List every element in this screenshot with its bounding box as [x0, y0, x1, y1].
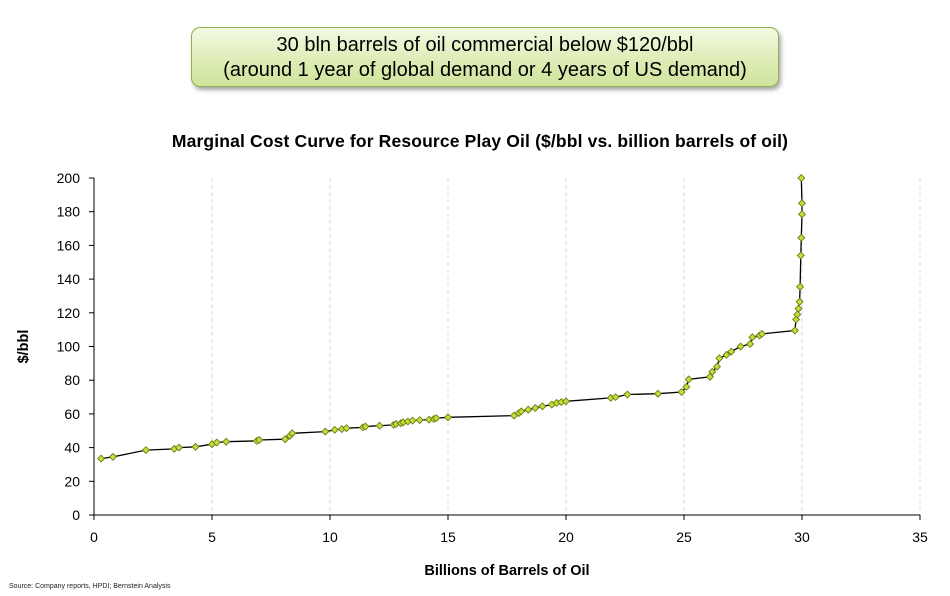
x-tick-label: 0 — [90, 529, 98, 545]
data-point — [623, 390, 632, 399]
data-point — [361, 422, 370, 431]
data-point — [561, 397, 571, 406]
data-point — [797, 199, 807, 208]
data-point — [795, 297, 804, 306]
data-point — [212, 438, 221, 447]
x-tick-label: 25 — [676, 529, 692, 545]
x-tick-label: 5 — [208, 529, 216, 545]
data-point — [757, 329, 766, 338]
data-point — [141, 446, 150, 455]
data-point — [722, 350, 731, 359]
x-axis-label: Billions of Barrels of Oil — [424, 563, 589, 579]
data-point — [531, 403, 540, 413]
x-tick-label: 35 — [912, 529, 928, 545]
data-point — [375, 421, 384, 430]
y-axis-label: $/bbl — [16, 330, 32, 364]
data-point — [281, 435, 290, 444]
x-tick-label: 30 — [794, 529, 810, 545]
data-point — [797, 233, 806, 242]
chart-title: Marginal Cost Curve for Resource Play Oi… — [171, 131, 789, 151]
data-point — [677, 387, 686, 397]
data-point — [191, 442, 200, 451]
y-tick-label: 100 — [57, 339, 81, 355]
y-tick-label: 160 — [57, 237, 81, 253]
data-point — [222, 437, 231, 446]
data-point — [727, 347, 736, 356]
x-tick-label: 10 — [322, 529, 338, 545]
data-point — [524, 405, 533, 414]
data-point — [432, 414, 441, 423]
data-point — [792, 315, 801, 324]
data-point — [653, 389, 663, 398]
y-tick-label: 20 — [64, 473, 80, 489]
data-point — [746, 339, 755, 349]
data-point — [715, 354, 724, 363]
y-tick-label: 180 — [57, 204, 81, 220]
y-tick-label: 0 — [72, 507, 80, 523]
data-point — [288, 429, 297, 438]
data-point — [97, 454, 106, 463]
data-point — [793, 310, 802, 319]
data-point — [517, 407, 526, 416]
data-point — [443, 413, 453, 422]
data-point — [330, 425, 339, 434]
data-point — [796, 282, 805, 291]
callout-line-2: (around 1 year of global demand or 4 yea… — [223, 59, 747, 81]
data-point — [684, 375, 693, 384]
data-point — [797, 173, 806, 183]
data-point — [108, 452, 117, 461]
data-point — [415, 416, 424, 425]
callout-box: 30 bln barrels of oil commercial below $… — [191, 27, 779, 87]
data-point — [790, 326, 799, 335]
data-point — [342, 424, 351, 433]
x-tick-label: 20 — [558, 529, 574, 545]
y-tick-label: 40 — [64, 440, 80, 456]
x-tick-label: 15 — [440, 529, 456, 545]
y-tick-label: 60 — [64, 406, 80, 422]
data-point — [538, 402, 547, 411]
data-point — [708, 367, 717, 376]
y-tick-label: 200 — [57, 170, 81, 186]
data-point — [682, 382, 691, 391]
data-point — [408, 416, 417, 425]
data-point — [748, 333, 757, 342]
data-point — [794, 304, 803, 313]
data-point — [255, 435, 264, 445]
data-point — [611, 393, 620, 402]
data-point — [797, 210, 807, 219]
data-point — [321, 427, 330, 436]
data-point — [796, 251, 805, 260]
source-note: Source: Company reports, HPDI; Bernstein… — [9, 583, 171, 590]
y-tick-label: 80 — [64, 372, 80, 388]
callout-line-1: 30 bln barrels of oil commercial below $… — [276, 34, 694, 56]
data-point — [174, 443, 184, 452]
series-line — [101, 177, 803, 460]
data-point — [736, 342, 745, 351]
data-point — [712, 362, 722, 371]
y-tick-label: 120 — [57, 305, 81, 321]
y-tick-label: 140 — [57, 271, 81, 287]
